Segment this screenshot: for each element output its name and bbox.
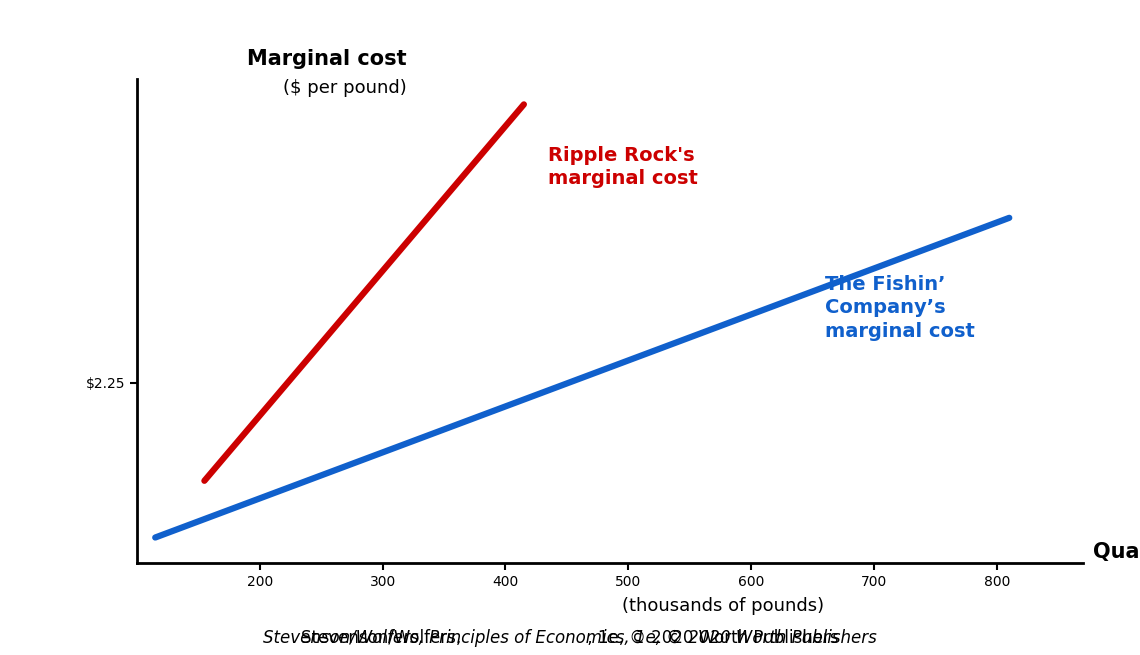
Text: The Fishin’
Company’s
marginal cost: The Fishin’ Company’s marginal cost (825, 274, 975, 341)
Text: ($ per pound): ($ per pound) (283, 79, 407, 96)
Text: Quantity: Quantity (1093, 542, 1140, 562)
Text: Ripple Rock's
marginal cost: Ripple Rock's marginal cost (548, 145, 699, 188)
Text: Stevenson/Wolfers,                        , 1e, © 2020 Worth Publishers: Stevenson/Wolfers, , 1e, © 2020 Worth Pu… (301, 629, 839, 647)
Text: Marginal cost: Marginal cost (247, 49, 407, 69)
Text: Stevenson/Wolfers, Principles of Economics, 1e, © 2020 Worth Publishers: Stevenson/Wolfers, Principles of Economi… (263, 629, 877, 647)
Text: (thousands of pounds): (thousands of pounds) (622, 597, 824, 615)
